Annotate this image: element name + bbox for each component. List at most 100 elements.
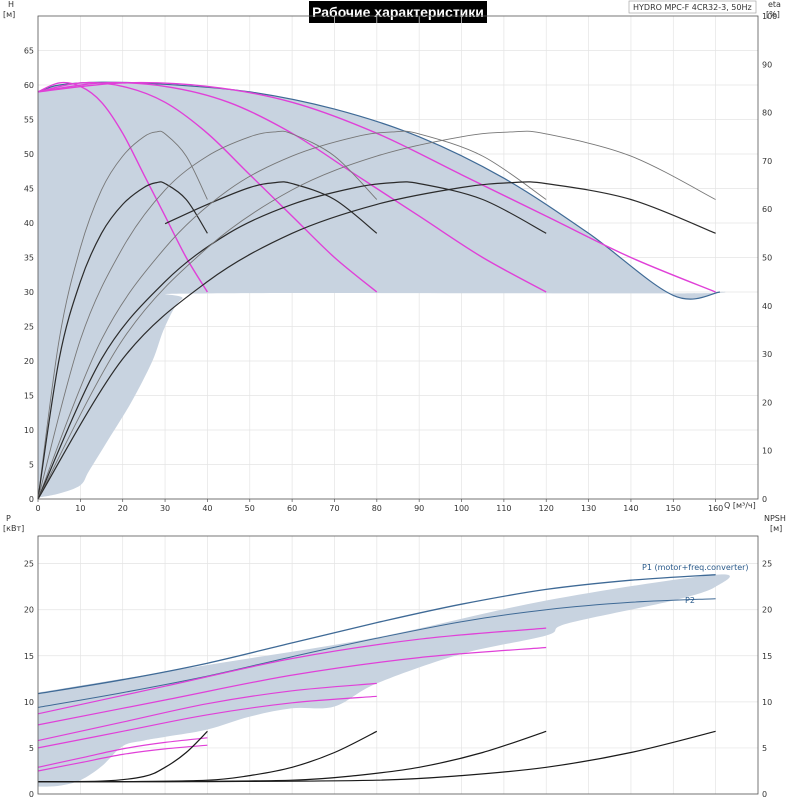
head-tick-label: 45 (24, 185, 34, 194)
head-tick-label: 10 (24, 426, 34, 435)
npsh-tick-label: 5 (762, 744, 767, 753)
eta-tick-label: 20 (762, 398, 772, 407)
power-tick-label: 0 (29, 790, 34, 799)
efficiency-curve-3-pumps (37, 130, 547, 500)
subtitle-box (628, 0, 757, 14)
flow-tick-label: 40 (202, 504, 212, 513)
efficiency-curve-1-pumps (37, 181, 208, 500)
eta-axis-unit: [%] (766, 10, 780, 19)
flow-tick-label: 30 (160, 504, 170, 513)
flow-tick-label: 120 (539, 504, 554, 513)
head-tick-label: 50 (24, 150, 34, 159)
flow-tick-label: 70 (329, 504, 339, 513)
power-axis-unit: [кВт] (3, 524, 24, 533)
head-tick-label: 60 (24, 81, 34, 90)
eta-tick-label: 40 (762, 302, 772, 311)
eta-tick-label: 10 (762, 447, 772, 456)
power-plot-ticks: 0 5 10 15 20 25 0 5 10 15 20 25 (24, 560, 772, 799)
head-axis-unit: [м] (3, 10, 15, 19)
power-tick-label: 20 (24, 606, 34, 615)
title-background (309, 1, 487, 23)
npsh-tick-label: 10 (762, 698, 772, 707)
power-tick-label: 25 (24, 560, 34, 569)
npsh-axis-name: NPSH (764, 514, 786, 523)
power-operating-envelope (38, 574, 730, 787)
head-efficiency-curves (37, 81, 716, 500)
flow-tick-label: 10 (75, 504, 85, 513)
head-tick-label: 0 (29, 495, 34, 504)
head-tick-label: 35 (24, 254, 34, 263)
head-tick-label: 30 (24, 288, 34, 297)
eta-tick-label: 70 (762, 157, 772, 166)
head-tick-label: 5 (29, 461, 34, 470)
head-envelope-edge (37, 81, 721, 300)
head-plot-frame (37, 15, 759, 500)
npsh-tick-label: 25 (762, 560, 772, 569)
power-curve-2-pumps (37, 682, 377, 742)
power-curve-3-pumps (37, 627, 547, 715)
power-curve-2-pumps (37, 695, 377, 749)
efficiency-curve-1-pumps (37, 130, 208, 500)
eta-axis-name: eta (768, 0, 781, 9)
power-tick-label: 15 (24, 652, 34, 661)
eta-tick-label: 60 (762, 205, 772, 214)
power-tick-label: 10 (24, 698, 34, 707)
flow-tick-label: 20 (118, 504, 128, 513)
p2-power-line (37, 598, 716, 708)
chart-subtitle: HYDRO MPC-F 4CR32-3, 50Hz (633, 3, 752, 12)
power-axis-name: P (6, 514, 11, 523)
head-curve-1-pumps (37, 81, 208, 293)
head-operating-envelope (37, 81, 726, 498)
p1-power-line (37, 574, 716, 695)
efficiency-curve-2-pumps (37, 130, 378, 500)
power-plot-frame (37, 535, 759, 795)
flow-axis-label: Q [м³/ч] (724, 501, 756, 510)
head-tick-label: 20 (24, 357, 34, 366)
power-curve-1-pumps (37, 744, 208, 772)
p2-series-label: P2 (685, 596, 695, 605)
npsh-curve-4-pumps (37, 730, 716, 783)
efficiency-curve-3-pumps (37, 181, 547, 500)
head-tick-label: 25 (24, 323, 34, 332)
head-tick-label: 15 (24, 392, 34, 401)
power-curve-3-pumps (37, 646, 547, 726)
eta-tick-label: 90 (762, 60, 772, 69)
flow-tick-label: 90 (414, 504, 424, 513)
flow-tick-label: 60 (287, 504, 297, 513)
flow-tick-label: 130 (581, 504, 596, 513)
head-curve-2-pumps (37, 81, 378, 293)
flow-tick-label: 160 (708, 504, 723, 513)
head-envelope-area (38, 82, 726, 498)
power-tick-label: 5 (29, 744, 34, 753)
npsh-axis-unit: [м] (770, 524, 782, 533)
flow-tick-label: 50 (245, 504, 255, 513)
head-tick-label: 65 (24, 47, 34, 56)
npsh-tick-label: 0 (762, 790, 767, 799)
eta-tick-label: 0 (762, 495, 767, 504)
eta-tick-label: 100 (762, 12, 777, 21)
head-tick-label: 55 (24, 116, 34, 125)
power-npsh-curves (37, 574, 716, 783)
flow-tick-label: 0 (35, 504, 40, 513)
head-axis-name: H (8, 0, 14, 9)
npsh-tick-label: 15 (762, 652, 772, 661)
flow-tick-label: 100 (454, 504, 469, 513)
head-plot-ticks: 0 10 20 30 40 50 60 70 80 90 100 110 120 130 140 150 160… (24, 12, 777, 513)
eta-tick-label: 50 (762, 254, 772, 263)
flow-tick-label: 150 (666, 504, 681, 513)
efficiency-curve-2-pumps (164, 181, 378, 234)
p1-series-label: P1 (motor+freq.converter) (642, 563, 749, 572)
flow-tick-label: 110 (496, 504, 511, 513)
eta-tick-label: 80 (762, 109, 772, 118)
npsh-tick-label: 20 (762, 606, 772, 615)
flow-tick-label: 140 (623, 504, 638, 513)
power-curve-1-pumps (37, 737, 208, 768)
head-tick-label: 40 (24, 219, 34, 228)
chart-title: Рабочие характеристики (312, 4, 484, 20)
eta-tick-label: 30 (762, 350, 772, 359)
efficiency-curve-4-pumps (37, 130, 716, 500)
power-envelope-area (38, 574, 730, 787)
flow-tick-label: 80 (372, 504, 382, 513)
efficiency-curve-4-pumps (37, 181, 716, 500)
